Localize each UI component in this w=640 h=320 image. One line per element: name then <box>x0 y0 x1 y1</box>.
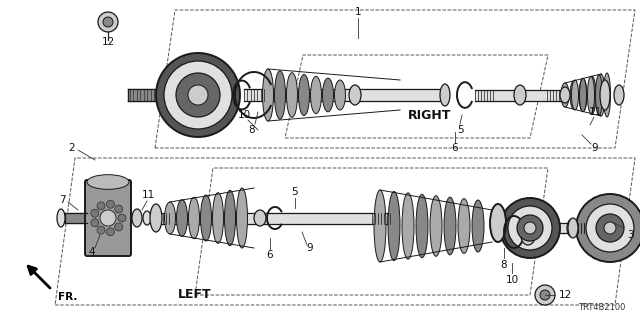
Ellipse shape <box>600 80 610 110</box>
Circle shape <box>91 219 99 227</box>
Ellipse shape <box>595 75 602 115</box>
Circle shape <box>103 17 113 27</box>
Ellipse shape <box>444 197 456 255</box>
Ellipse shape <box>177 200 188 236</box>
Ellipse shape <box>440 84 450 106</box>
Ellipse shape <box>237 188 248 248</box>
Text: 1: 1 <box>355 7 362 17</box>
Circle shape <box>586 204 634 252</box>
Circle shape <box>176 73 220 117</box>
Text: TRT4B2100: TRT4B2100 <box>578 303 625 312</box>
Circle shape <box>500 198 560 258</box>
Text: 5: 5 <box>292 187 298 197</box>
Ellipse shape <box>298 75 310 116</box>
Circle shape <box>98 12 118 32</box>
Text: RIGHT: RIGHT <box>408 108 452 122</box>
Circle shape <box>604 222 616 234</box>
Ellipse shape <box>212 193 223 243</box>
Text: FR.: FR. <box>58 292 77 302</box>
Ellipse shape <box>430 196 442 256</box>
Text: 4: 4 <box>89 247 95 257</box>
Circle shape <box>156 53 240 137</box>
Circle shape <box>576 194 640 262</box>
Ellipse shape <box>570 81 578 109</box>
Circle shape <box>100 210 116 226</box>
Text: 8: 8 <box>249 125 255 135</box>
Ellipse shape <box>150 204 162 232</box>
Ellipse shape <box>349 85 361 105</box>
Ellipse shape <box>561 83 569 107</box>
Text: 2: 2 <box>68 143 76 153</box>
Ellipse shape <box>416 194 428 258</box>
Ellipse shape <box>597 74 605 116</box>
Ellipse shape <box>254 210 266 226</box>
Ellipse shape <box>567 219 577 237</box>
Text: 10: 10 <box>237 110 251 120</box>
Text: 12: 12 <box>101 37 115 47</box>
Ellipse shape <box>335 80 346 110</box>
Circle shape <box>97 202 105 210</box>
Ellipse shape <box>374 190 386 262</box>
Circle shape <box>91 209 99 217</box>
Ellipse shape <box>310 76 321 114</box>
Text: 9: 9 <box>307 243 314 253</box>
Text: 5: 5 <box>457 125 463 135</box>
Ellipse shape <box>458 199 470 253</box>
Ellipse shape <box>275 71 285 119</box>
Ellipse shape <box>572 80 579 110</box>
Ellipse shape <box>189 197 200 239</box>
Ellipse shape <box>287 73 298 117</box>
Circle shape <box>524 222 536 234</box>
Ellipse shape <box>87 175 129 189</box>
Circle shape <box>508 206 552 250</box>
Ellipse shape <box>604 73 611 117</box>
Ellipse shape <box>225 190 236 246</box>
Circle shape <box>118 214 126 222</box>
Text: 8: 8 <box>500 260 508 270</box>
Text: 10: 10 <box>506 275 518 285</box>
Circle shape <box>115 205 123 213</box>
Ellipse shape <box>472 200 484 252</box>
Ellipse shape <box>490 204 506 242</box>
Circle shape <box>106 200 115 208</box>
Circle shape <box>188 85 208 105</box>
Text: LEFT: LEFT <box>178 289 212 301</box>
Ellipse shape <box>323 78 333 112</box>
Ellipse shape <box>262 69 273 121</box>
Circle shape <box>106 228 115 236</box>
Ellipse shape <box>164 202 175 234</box>
Ellipse shape <box>579 78 586 112</box>
Ellipse shape <box>579 78 587 111</box>
Ellipse shape <box>588 76 595 114</box>
Circle shape <box>535 285 555 305</box>
Ellipse shape <box>614 85 624 105</box>
Ellipse shape <box>514 85 526 105</box>
Text: 6: 6 <box>267 250 273 260</box>
Text: 7: 7 <box>59 195 65 205</box>
Circle shape <box>115 223 123 231</box>
Text: 6: 6 <box>452 143 458 153</box>
Text: 12: 12 <box>558 290 572 300</box>
Ellipse shape <box>568 218 578 238</box>
Circle shape <box>540 290 550 300</box>
Circle shape <box>517 215 543 241</box>
Ellipse shape <box>57 209 65 227</box>
Ellipse shape <box>521 227 535 245</box>
Circle shape <box>97 226 105 234</box>
Ellipse shape <box>200 195 211 241</box>
Ellipse shape <box>143 211 151 225</box>
Text: 11: 11 <box>588 107 602 117</box>
Ellipse shape <box>132 209 142 227</box>
Ellipse shape <box>402 193 414 259</box>
Circle shape <box>596 214 624 242</box>
Ellipse shape <box>388 191 400 260</box>
FancyBboxPatch shape <box>85 180 131 256</box>
Text: 9: 9 <box>592 143 598 153</box>
Ellipse shape <box>560 87 570 103</box>
Ellipse shape <box>588 76 596 114</box>
Text: 11: 11 <box>141 190 155 200</box>
Circle shape <box>164 61 232 129</box>
Text: 3: 3 <box>627 230 634 240</box>
